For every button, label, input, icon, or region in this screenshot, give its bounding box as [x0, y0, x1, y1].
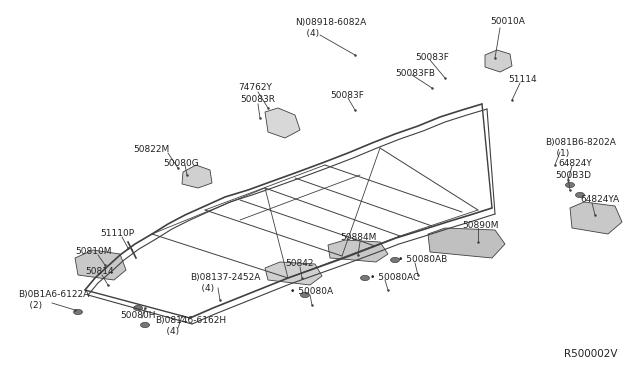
- Circle shape: [134, 305, 143, 311]
- Text: 74762Y: 74762Y: [238, 83, 272, 93]
- Text: 50822M: 50822M: [133, 145, 169, 154]
- Text: 50083R: 50083R: [240, 96, 275, 105]
- Circle shape: [390, 257, 399, 263]
- Text: B)0B1A6-6122A
    (2): B)0B1A6-6122A (2): [18, 290, 89, 310]
- Polygon shape: [328, 240, 388, 262]
- Text: 50080H: 50080H: [120, 311, 156, 320]
- Circle shape: [575, 192, 584, 198]
- Text: 51110P: 51110P: [100, 228, 134, 237]
- Text: B)08146-6162H
    (4): B)08146-6162H (4): [155, 316, 226, 336]
- Polygon shape: [182, 165, 212, 188]
- Polygon shape: [428, 228, 505, 258]
- Polygon shape: [75, 250, 126, 280]
- Text: 50814: 50814: [85, 267, 114, 276]
- Text: 50083F: 50083F: [415, 54, 449, 62]
- Polygon shape: [265, 262, 322, 285]
- Text: B)081B6-8202A
    (1): B)081B6-8202A (1): [545, 138, 616, 158]
- Polygon shape: [265, 108, 300, 138]
- Polygon shape: [485, 50, 512, 72]
- Text: 50890M: 50890M: [462, 221, 499, 230]
- Text: 50884M: 50884M: [340, 234, 376, 243]
- Text: 64824Y: 64824Y: [558, 158, 592, 167]
- Text: 50080G: 50080G: [163, 158, 199, 167]
- Circle shape: [360, 275, 369, 280]
- Circle shape: [301, 292, 310, 298]
- Text: • 50080AB: • 50080AB: [398, 256, 447, 264]
- Text: 64824YA: 64824YA: [580, 196, 619, 205]
- Text: • 50080A: • 50080A: [290, 288, 333, 296]
- Text: 50010A: 50010A: [490, 17, 525, 26]
- Text: 50083FB: 50083FB: [395, 68, 435, 77]
- Circle shape: [74, 310, 83, 315]
- Text: 51114: 51114: [508, 76, 536, 84]
- Text: N)08918-6082A
    (4): N)08918-6082A (4): [295, 18, 366, 38]
- Text: • 50080AC: • 50080AC: [370, 273, 419, 282]
- Text: B)08137-2452A
    (4): B)08137-2452A (4): [190, 273, 260, 293]
- Text: 50842: 50842: [285, 259, 314, 267]
- Text: 50083F: 50083F: [330, 90, 364, 99]
- Text: 50810M: 50810M: [75, 247, 111, 257]
- Text: 500B3D: 500B3D: [555, 170, 591, 180]
- Circle shape: [566, 182, 575, 187]
- Text: R500002V: R500002V: [564, 349, 618, 359]
- Polygon shape: [570, 202, 622, 234]
- Circle shape: [141, 323, 150, 328]
